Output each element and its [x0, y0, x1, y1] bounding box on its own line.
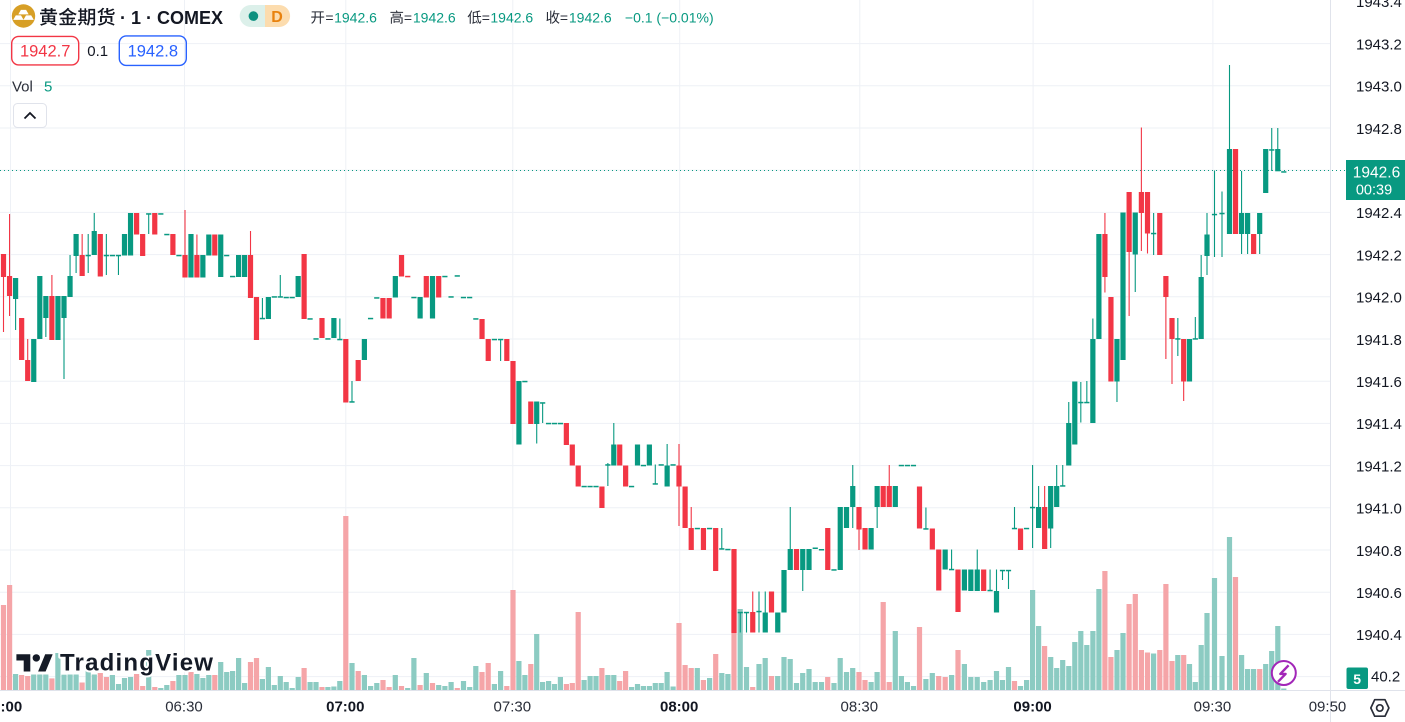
svg-text:1940.4: 1940.4 [1356, 627, 1402, 644]
svg-text:40.2: 40.2 [1371, 669, 1400, 686]
svg-text:1942.6: 1942.6 [334, 10, 377, 26]
svg-text:1943.4: 1943.4 [1356, 0, 1402, 11]
svg-text:1942.8: 1942.8 [1356, 121, 1402, 138]
svg-text:08:30: 08:30 [841, 699, 879, 716]
svg-text:09:30: 09:30 [1194, 699, 1232, 716]
svg-text:=: = [560, 10, 568, 26]
svg-text:0.1: 0.1 [87, 43, 108, 60]
svg-text:1942.0: 1942.0 [1356, 290, 1402, 307]
svg-text:1941.8: 1941.8 [1356, 332, 1402, 349]
svg-text:08:00: 08:00 [660, 699, 698, 716]
svg-text:09:00: 09:00 [1013, 699, 1051, 716]
svg-text:07:00: 07:00 [326, 699, 364, 716]
svg-text:1941.6: 1941.6 [1356, 374, 1402, 391]
svg-text:06:00: 06:00 [0, 699, 22, 716]
svg-text:1942.4: 1942.4 [1356, 205, 1402, 222]
svg-text:1942.6: 1942.6 [490, 10, 533, 26]
svg-text:1941.0: 1941.0 [1356, 501, 1402, 518]
svg-text:06:30: 06:30 [165, 699, 203, 716]
svg-text:07:30: 07:30 [494, 699, 532, 716]
svg-text:D: D [271, 9, 283, 26]
svg-text:TradingView: TradingView [60, 650, 214, 677]
svg-text:1943.2: 1943.2 [1356, 36, 1402, 53]
svg-text:· 1 · COMEX: · 1 · COMEX [120, 8, 223, 28]
svg-text:1940.6: 1940.6 [1356, 585, 1402, 602]
svg-text:1941.4: 1941.4 [1356, 416, 1402, 433]
svg-text:1941.2: 1941.2 [1356, 458, 1402, 475]
svg-text:5: 5 [1353, 671, 1361, 687]
svg-text:=: = [404, 10, 412, 26]
svg-text:1942.7: 1942.7 [20, 42, 70, 60]
svg-text:1942.6: 1942.6 [1353, 165, 1400, 182]
svg-text:09:50: 09:50 [1309, 699, 1347, 716]
svg-text:1942.8: 1942.8 [128, 42, 178, 60]
svg-text:=: = [482, 10, 490, 26]
svg-text:1942.6: 1942.6 [413, 10, 456, 26]
svg-text:Vol: Vol [12, 78, 33, 95]
svg-text:00:39: 00:39 [1356, 183, 1392, 199]
svg-text:1942.6: 1942.6 [569, 10, 612, 26]
svg-text:1943.0: 1943.0 [1356, 79, 1402, 96]
svg-text:1942.2: 1942.2 [1356, 247, 1402, 264]
svg-text:=: = [325, 10, 333, 26]
svg-text:1940.8: 1940.8 [1356, 543, 1402, 560]
svg-text:5: 5 [44, 78, 52, 95]
svg-text:−0.1 (−0.01%): −0.1 (−0.01%) [625, 10, 714, 26]
